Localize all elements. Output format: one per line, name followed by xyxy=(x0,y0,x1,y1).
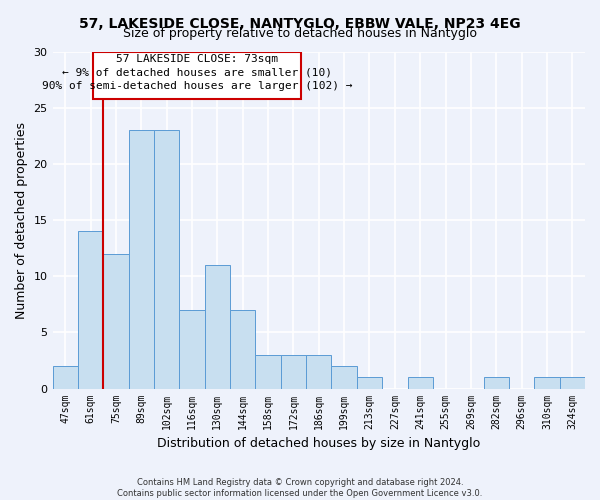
Text: Contains HM Land Registry data © Crown copyright and database right 2024.
Contai: Contains HM Land Registry data © Crown c… xyxy=(118,478,482,498)
Bar xyxy=(357,378,382,388)
Title: 57, LAKESIDE CLOSE, NANTYGLO, EBBW VALE, NP23 4EG
Size of property relative to d: 57, LAKESIDE CLOSE, NANTYGLO, EBBW VALE,… xyxy=(0,499,1,500)
Bar xyxy=(205,265,230,388)
Bar xyxy=(407,378,433,388)
Bar xyxy=(560,378,585,388)
X-axis label: Distribution of detached houses by size in Nantyglo: Distribution of detached houses by size … xyxy=(157,437,481,450)
Bar xyxy=(484,378,509,388)
Text: ← 9% of detached houses are smaller (10): ← 9% of detached houses are smaller (10) xyxy=(62,68,332,78)
Text: 90% of semi-detached houses are larger (102) →: 90% of semi-detached houses are larger (… xyxy=(42,82,352,92)
Bar xyxy=(331,366,357,388)
Bar xyxy=(256,355,281,388)
Bar xyxy=(306,355,331,388)
Bar xyxy=(78,232,103,388)
FancyBboxPatch shape xyxy=(93,52,301,98)
Bar xyxy=(281,355,306,388)
Bar xyxy=(53,366,78,388)
Bar xyxy=(154,130,179,388)
Y-axis label: Number of detached properties: Number of detached properties xyxy=(15,122,28,318)
Bar xyxy=(230,310,256,388)
Bar xyxy=(179,310,205,388)
Bar xyxy=(103,254,128,388)
Bar xyxy=(128,130,154,388)
Bar xyxy=(534,378,560,388)
Text: 57, LAKESIDE CLOSE, NANTYGLO, EBBW VALE, NP23 4EG: 57, LAKESIDE CLOSE, NANTYGLO, EBBW VALE,… xyxy=(79,18,521,32)
Text: 57 LAKESIDE CLOSE: 73sqm: 57 LAKESIDE CLOSE: 73sqm xyxy=(116,54,278,64)
Text: Size of property relative to detached houses in Nantyglo: Size of property relative to detached ho… xyxy=(123,28,477,40)
